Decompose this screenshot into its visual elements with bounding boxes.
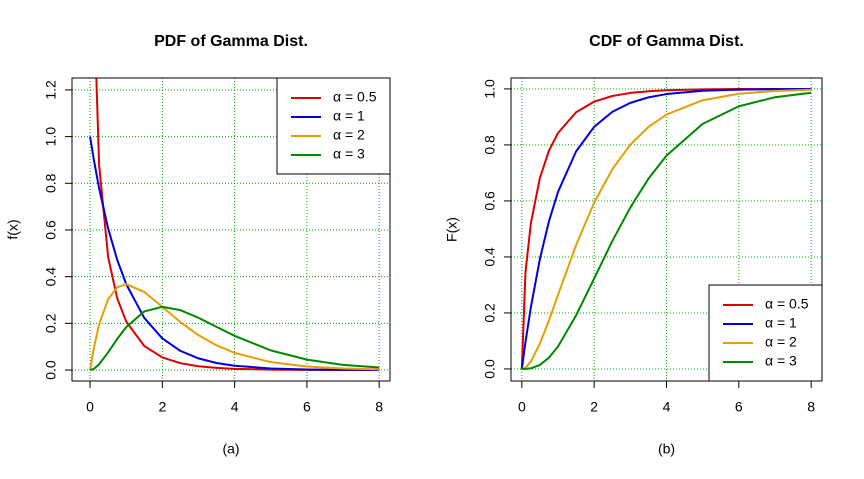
x-tick-label: 6 [735,399,743,415]
y-tick-label: 0.8 [482,135,498,155]
legend: α = 0.5 α = 1 α = 2 α = 3 [276,77,391,175]
line-series [89,283,380,371]
x-tick-label: 0 [518,399,526,415]
line-series [95,78,380,372]
y-tick-label: 1.2 [43,80,59,100]
legend-label: α = 1 [765,315,797,331]
chart-title: CDF of Gamma Dist. [589,33,744,50]
chart-title: PDF of Gamma Dist. [154,33,308,50]
plot-frame [71,77,391,382]
x-tick-label: 0 [86,399,94,415]
y-tick-label: 1.0 [43,127,59,147]
y-tick-label: 0.8 [43,173,59,193]
x-tick-label: 2 [590,399,598,415]
y-tick-label: 0.6 [43,220,59,240]
legend-label: α = 2 [333,127,365,143]
y-tick-label: 0.4 [482,247,498,267]
y-axis-label: F(x) [444,217,460,242]
x-tick-label: 8 [807,399,815,415]
legend-label: α = 0.5 [333,89,377,105]
x-tick-label: 4 [663,399,671,415]
line-series [89,136,380,371]
line-series [521,91,812,370]
legend-label: α = 3 [765,353,797,369]
x-tick-label: 2 [158,399,166,415]
y-tick-label: 0.4 [43,267,59,287]
y-tick-label: 0.6 [482,191,498,211]
y-axis-label: f(x) [5,219,21,239]
x-axis-label: (b) [658,441,675,457]
plot-area [89,78,380,372]
line-series [521,88,812,370]
y-tick-label: 0.2 [43,313,59,333]
plot-area [520,87,812,370]
y-tick-label: 0.0 [43,360,59,380]
x-axis-label: (a) [222,441,239,457]
legend-label: α = 1 [333,108,365,124]
y-tick-label: 0.2 [482,303,498,323]
legend-label: α = 3 [333,146,365,162]
plot-frame [510,77,823,382]
y-tick-label: 0.0 [482,359,498,379]
legend-label: α = 0.5 [765,296,809,312]
x-tick-label: 6 [303,399,311,415]
legend-box [708,284,823,382]
line-series [520,88,812,370]
legend-label: α = 2 [765,334,797,350]
x-tick-label: 4 [231,399,239,415]
x-tick-label: 8 [375,399,383,415]
legend-box [276,77,391,175]
line-series [89,305,380,371]
y-tick-label: 1.0 [482,79,498,99]
legend: α = 0.5 α = 1 α = 2 α = 3 [708,284,823,382]
